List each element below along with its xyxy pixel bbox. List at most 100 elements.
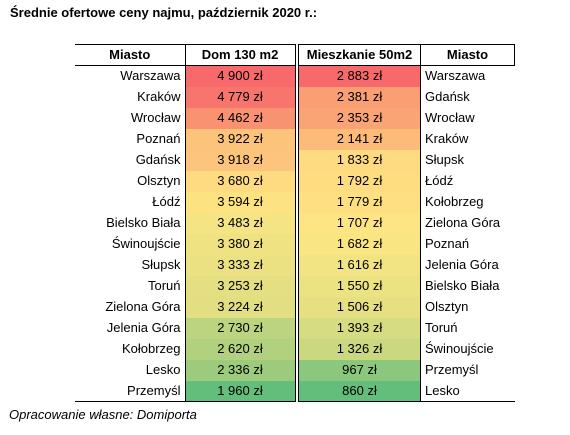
table-row: Jelenia Góra 2 730 zł [75,317,296,339]
city-cell: Olsztyn [75,170,186,192]
price-cell: 1 550 zł [298,275,421,297]
table-row: 967 zł Przemyśl [298,359,515,381]
city-cell: Zielona Góra [420,212,515,234]
price-cell: 1 326 zł [298,338,421,360]
city-cell: Wrocław [75,107,186,129]
table-row: Lesko 2 336 zł [75,359,296,381]
source-note: Opracowanie własne: Domiporta [9,407,197,422]
price-cell: 1 779 zł [298,191,421,213]
city-cell: Jelenia Góra [420,254,515,276]
table-header-row: Miasto Dom 130 m2 [75,44,296,66]
price-cell: 1 506 zł [298,296,421,318]
price-cell: 3 918 zł [185,149,296,171]
city-cell: Lesko [420,380,515,402]
table-row: 1 393 zł Toruń [298,317,515,339]
city-cell: Gdańsk [75,149,186,171]
price-cell: 3 594 zł [185,191,296,213]
table-row: Przemyśl 1 960 zł [75,380,296,402]
city-cell: Łódź [75,191,186,213]
table-row: 1 682 zł Poznań [298,233,515,255]
house-rent-table: Miasto Dom 130 m2 Warszawa 4 900 zł Kraków… [75,44,296,402]
city-cell: Kołobrzeg [420,191,515,213]
table-row: 1 833 zł Słupsk [298,149,515,171]
table-row: 2 883 zł Warszawa [298,65,515,87]
city-cell: Łódź [420,170,515,192]
price-cell: 2 353 zł [298,107,421,129]
city-cell: Warszawa [75,65,186,87]
price-cell: 3 224 zł [185,296,296,318]
city-cell: Świnoujście [75,233,186,255]
table-row: Warszawa 4 900 zł [75,65,296,87]
price-cell: 2 141 zł [298,128,421,150]
city-cell: Przemyśl [75,380,186,402]
table-row: Wrocław 4 462 zł [75,107,296,129]
table-row: 2 381 zł Gdańsk [298,86,515,108]
city-cell: Kołobrzeg [75,338,186,360]
price-cell: 4 779 zł [185,86,296,108]
price-cell: 1 960 zł [185,380,296,402]
city-cell: Bielsko Biała [420,275,515,297]
house-price-column-header: Dom 130 m2 [185,44,296,66]
table-row: Gdańsk 3 918 zł [75,149,296,171]
price-cell: 1 792 zł [298,170,421,192]
price-cell: 967 zł [298,359,421,381]
city-cell: Olsztyn [420,296,515,318]
table-row: 1 326 zł Świnoujście [298,338,515,360]
city-cell: Lesko [75,359,186,381]
city-column-header: Miasto [420,44,515,66]
price-cell: 1 616 zł [298,254,421,276]
table-row: Kraków 4 779 zł [75,86,296,108]
city-cell: Wrocław [420,107,515,129]
price-cell: 1 833 zł [298,149,421,171]
city-cell: Poznań [420,233,515,255]
price-cell: 4 900 zł [185,65,296,87]
price-cell: 2 620 zł [185,338,296,360]
table-row: Łódź 3 594 zł [75,191,296,213]
table-row: 1 506 zł Olsztyn [298,296,515,318]
city-cell: Warszawa [420,65,515,87]
price-cell: 3 333 zł [185,254,296,276]
price-cell: 3 922 zł [185,128,296,150]
city-cell: Gdańsk [420,86,515,108]
table-row: Toruń 3 253 zł [75,275,296,297]
table-row: Olsztyn 3 680 zł [75,170,296,192]
price-cell: 2 381 zł [298,86,421,108]
price-cell: 2 336 zł [185,359,296,381]
price-cell: 2 883 zł [298,65,421,87]
city-cell: Kraków [420,128,515,150]
price-cell: 3 380 zł [185,233,296,255]
city-cell: Toruń [420,317,515,339]
city-cell: Poznań [75,128,186,150]
house-rent-rows: Warszawa 4 900 zł Kraków 4 779 zł Wrocław 4 4… [75,65,296,402]
price-cell: 2 730 zł [185,317,296,339]
table-row: 1 550 zł Bielsko Biała [298,275,515,297]
city-cell: Słupsk [75,254,186,276]
price-cell: 4 462 zł [185,107,296,129]
table-row: Bielsko Biała 3 483 zł [75,212,296,234]
table-row: 1 707 zł Zielona Góra [298,212,515,234]
price-cell: 3 253 zł [185,275,296,297]
price-cell: 860 zł [298,380,421,402]
table-row: Poznań 3 922 zł [75,128,296,150]
table-row: Kołobrzeg 2 620 zł [75,338,296,360]
table-row: Świnoujście 3 380 zł [75,233,296,255]
city-cell: Kraków [75,86,186,108]
table-row: 1 779 zł Kołobrzeg [298,191,515,213]
price-cell: 1 682 zł [298,233,421,255]
city-cell: Zielona Góra [75,296,186,318]
table-row: 1 792 zł Łódź [298,170,515,192]
city-column-header: Miasto [75,44,186,66]
city-cell: Jelenia Góra [75,317,186,339]
table-row: Zielona Góra 3 224 zł [75,296,296,318]
table-header-row: Mieszkanie 50m2 Miasto [298,44,515,66]
price-cell: 1 393 zł [298,317,421,339]
price-cell: 3 483 zł [185,212,296,234]
apartment-rent-table: Mieszkanie 50m2 Miasto 2 883 zł Warszawa 2… [298,44,515,402]
city-cell: Słupsk [420,149,515,171]
apartment-price-column-header: Mieszkanie 50m2 [298,44,421,66]
city-cell: Toruń [75,275,186,297]
city-cell: Przemyśl [420,359,515,381]
table-row: 860 zł Lesko [298,380,515,402]
price-cell: 1 707 zł [298,212,421,234]
table-row: 2 141 zł Kraków [298,128,515,150]
